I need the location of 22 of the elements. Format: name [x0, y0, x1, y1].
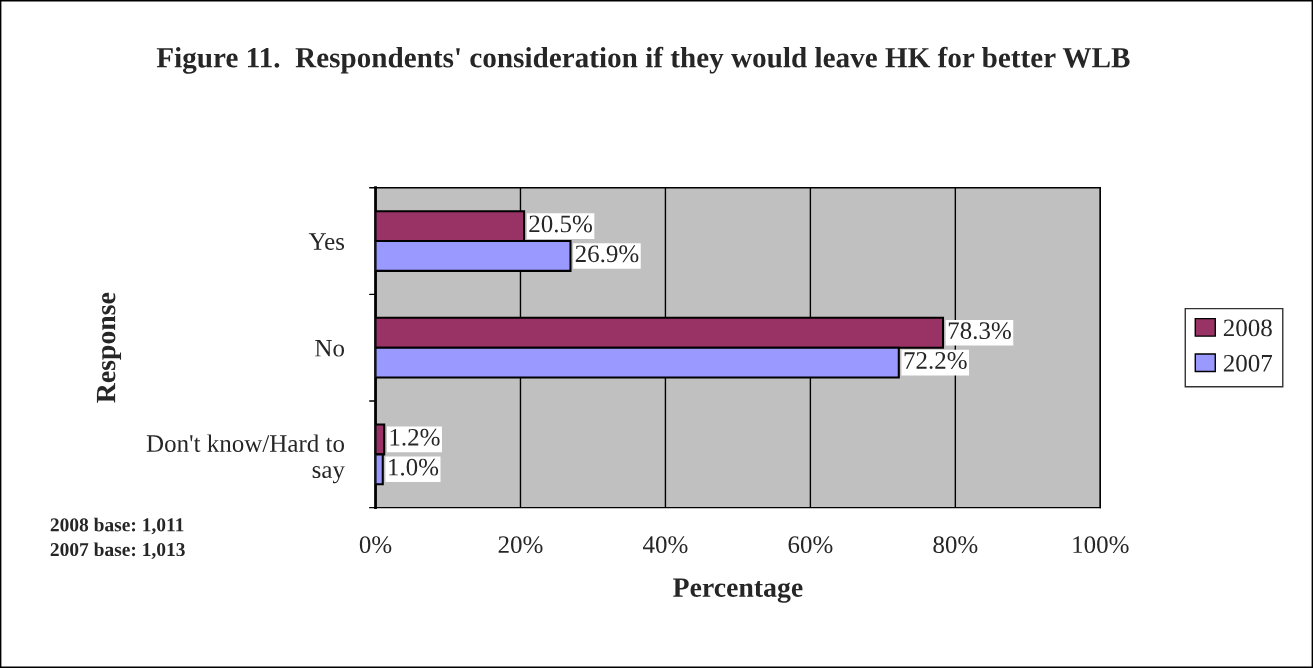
- text: 2008 base: 1,011: [50, 517, 184, 535]
- legend-label: 2007: [1223, 354, 1273, 372]
- legend-label: 2008: [1223, 319, 1272, 337]
- data-label: 26.9%: [575, 245, 639, 263]
- text: 2007 base: 1,013: [50, 542, 185, 559]
- chart-title: Figure 11. Respondents' consideration if they would leave HK for better WLB: [156, 46, 1130, 74]
- data-label: 1.0%: [389, 458, 439, 476]
- x-tick-label: 20%: [498, 536, 543, 554]
- x-tick-label: 40%: [643, 536, 688, 554]
- x-tick-label: 60%: [788, 536, 833, 554]
- data-label: 78.3%: [948, 322, 1011, 340]
- data-label: 1.2%: [390, 428, 440, 446]
- x-axis-title: Percentage: [673, 578, 803, 603]
- x-tick-label: 100%: [1073, 536, 1129, 554]
- data-label: 20.5%: [529, 215, 592, 233]
- y-axis-title: Response: [96, 292, 122, 403]
- y-tick-label: Don't know/Hard to say: [146, 434, 345, 484]
- x-tick-label: 80%: [933, 536, 978, 554]
- x-tick-label: 0%: [359, 536, 392, 554]
- data-label: 72.2%: [904, 352, 967, 369]
- y-tick-label: Yes: [308, 233, 345, 250]
- y-tick-label: No: [315, 340, 345, 357]
